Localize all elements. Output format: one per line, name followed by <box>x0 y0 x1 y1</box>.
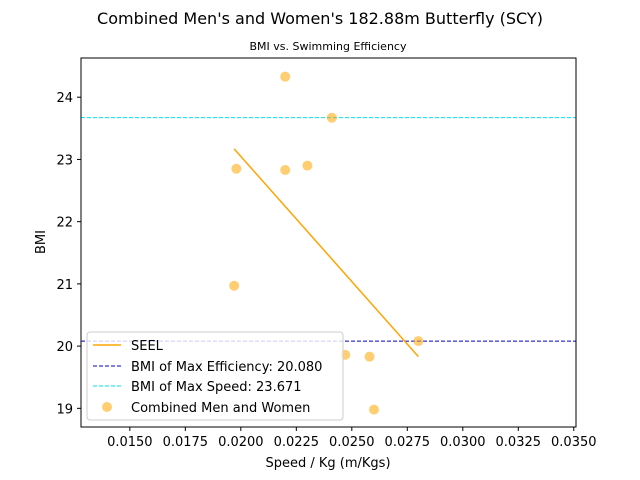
x-tick-label: 0.0150 <box>107 435 153 450</box>
chart-title: Combined Men's and Women's 182.88m Butte… <box>97 9 543 28</box>
x-tick-label: 0.0225 <box>274 435 320 450</box>
x-tick-label: 0.0275 <box>385 435 431 450</box>
x-tick-label: 0.0350 <box>551 435 597 450</box>
y-tick-label: 22 <box>56 216 73 231</box>
legend: SEEL BMI of Max Efficiency: 20.080 BMI o… <box>86 331 344 421</box>
legend-label-max-efficiency: BMI of Max Efficiency: 20.080 <box>131 360 322 375</box>
x-axis-label: Speed / Kg (m/Kgs) <box>265 456 390 471</box>
scatter-point <box>364 351 375 362</box>
legend-label-max-speed: BMI of Max Speed: 23.671 <box>131 380 302 395</box>
scatter-point <box>280 71 291 82</box>
scatter-point <box>413 336 424 347</box>
scatter-point <box>231 163 242 174</box>
x-tick-label: 0.0250 <box>329 435 375 450</box>
x-tick-label: 0.0200 <box>218 435 264 450</box>
y-tick-label: 19 <box>56 402 73 417</box>
scatter-point <box>369 404 380 415</box>
scatter-point <box>280 165 291 176</box>
chart-subtitle: BMI vs. Swimming Efficiency <box>250 40 407 53</box>
legend-box <box>86 331 344 421</box>
y-tick-label: 20 <box>56 340 73 355</box>
scatter-point <box>229 280 240 291</box>
y-tick-label: 23 <box>56 153 73 168</box>
seel-line <box>233 148 419 358</box>
legend-label-seel: SEEL <box>131 339 164 354</box>
scatter-point <box>326 112 337 123</box>
scatter-point <box>302 160 313 171</box>
plot-frame <box>80 57 577 428</box>
y-tick-label: 24 <box>56 91 73 106</box>
y-axis-label: BMI <box>34 230 49 254</box>
y-tick-label: 21 <box>56 278 73 293</box>
y-axis-ticks: 19 20 21 22 23 24 <box>56 91 81 417</box>
legend-label-combined: Combined Men and Women <box>131 401 310 416</box>
x-axis-ticks: 0.0150 0.0175 0.0200 0.0225 0.0250 0.0275 0.03… <box>107 427 597 450</box>
x-tick-label: 0.0175 <box>163 435 209 450</box>
legend-swatch-combined <box>102 402 112 412</box>
x-tick-label: 0.0325 <box>496 435 542 450</box>
x-tick-label: 0.0300 <box>440 435 486 450</box>
